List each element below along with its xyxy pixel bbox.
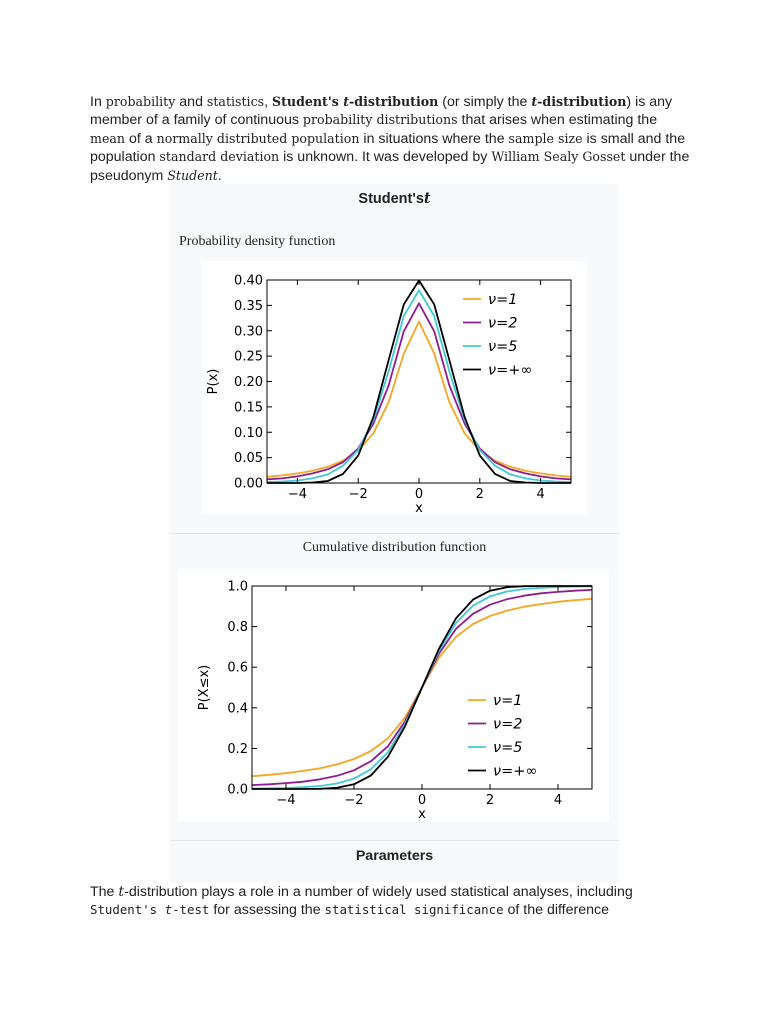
link-statistical-significance[interactable]: statistical significance [324, 902, 504, 918]
y-tick-label: 0.05 [234, 451, 263, 466]
y-tick-label: 0.6 [227, 661, 248, 676]
link-students-t-test-suffix[interactable]: -test [172, 902, 210, 918]
plot-frame [266, 279, 572, 484]
x-tick-label: 2 [486, 793, 494, 808]
x-axis-label: x [415, 501, 423, 514]
text: In [90, 94, 106, 110]
bold-term: -distribution [349, 94, 439, 109]
y-tick-label: 0.2 [227, 742, 248, 757]
link-mean[interactable]: mean [90, 130, 126, 146]
link-normally-distributed-population[interactable]: normally distributed population [156, 130, 360, 146]
y-tick-label: 0.15 [234, 400, 263, 415]
link-standard-deviation[interactable]: standard deviation [159, 149, 280, 165]
y-tick-label: 0.0 [227, 783, 248, 798]
x-tick-label: 4 [536, 487, 544, 502]
text: . [217, 167, 222, 184]
y-tick-label: 0.25 [234, 350, 263, 365]
text: is small and the population [90, 130, 686, 166]
legend-label: ν=2 [493, 717, 522, 733]
cdf-chart-panel: 0.0 0.2 0.4 0.6 0.8 1.0 −4 −2 0 2 4 x P(X≤x) ν=1 ν=2 ν=… [178, 569, 609, 822]
bold-term-var: t [531, 94, 538, 109]
pdf-chart-panel: 0.00 0.05 0.10 0.15 0.20 0.25 0.30 0.35 0.40 −4 −2… [201, 261, 587, 516]
infobox-title: Student'st [170, 190, 619, 207]
x-tick-label: −4 [288, 487, 307, 502]
pdf-heading: Probability density function [179, 234, 336, 249]
y-tick-label: 0.8 [227, 620, 248, 635]
text: -distribution plays a role in a number o… [124, 884, 633, 900]
legend-label: ν=+∞ [488, 363, 532, 379]
outro-paragraph: The t-distribution plays a role in a num… [90, 883, 650, 920]
link-students-t-test-var[interactable]: t [164, 902, 173, 918]
parameters-heading: Parameters [355, 848, 434, 864]
text: ) is any member of a family of continuou… [90, 94, 673, 129]
text: of a [125, 130, 157, 147]
legend-label: ν=5 [493, 740, 522, 756]
intro-paragraph: In probability and statistics, Student's… [90, 93, 690, 185]
divider [170, 533, 619, 534]
x-tick-label: −2 [344, 793, 363, 808]
x-tick-label: 0 [418, 793, 426, 808]
legend-label: ν=2 [488, 316, 517, 332]
x-tick-label: 2 [476, 487, 484, 502]
text: of the difference [503, 902, 610, 919]
link-sample-size[interactable]: sample size [508, 130, 583, 146]
bold-term-var: t [343, 94, 350, 109]
text: and [175, 94, 207, 110]
y-tick-label: 0.00 [234, 477, 263, 492]
series-line-nuinf [252, 585, 592, 790]
divider [170, 840, 619, 841]
y-tick-label: 0.4 [227, 701, 248, 716]
text: , [264, 94, 272, 110]
series-line-nu1 [266, 320, 572, 478]
link-probability-distributions[interactable]: probability distributions [302, 112, 458, 128]
x-axis-label: x [418, 807, 426, 821]
legend-label: ν=1 [493, 693, 522, 709]
pdf-chart: 0.00 0.05 0.10 0.15 0.20 0.25 0.30 0.35 0.40 −4 −2… [206, 274, 572, 516]
y-tick-label: 0.10 [234, 426, 263, 441]
series-line-nu2 [266, 302, 572, 481]
series-line-nu5 [266, 289, 572, 483]
text: The [90, 884, 119, 900]
legend-label: ν=1 [488, 292, 517, 308]
legend-label: ν=+∞ [493, 764, 537, 780]
bold-term: Student's [272, 94, 344, 109]
x-tick-label: 4 [554, 793, 562, 808]
y-tick-label: 0.30 [234, 324, 263, 339]
link-william-sealy-gosset[interactable]: William Sealy Gosset [491, 149, 626, 165]
bold-term: -distribution [537, 94, 627, 109]
title-prefix: Student's [358, 191, 424, 207]
text: (or simply the [438, 94, 532, 110]
t-variable: t [118, 884, 125, 900]
title-variable: t [423, 190, 431, 207]
x-tick-label: −4 [276, 793, 295, 808]
cdf-heading: Cumulative distribution function [302, 540, 487, 555]
y-tick-label: 0.35 [234, 299, 263, 314]
link-probability[interactable]: probability [105, 94, 176, 109]
y-axis-label: P(X≤x) [197, 665, 212, 710]
text: is unknown. It was developed by [279, 149, 492, 166]
y-tick-label: 1.0 [227, 580, 248, 595]
pseudonym: Student [167, 167, 218, 183]
text: under the pseudonym [90, 149, 690, 184]
text: in situations where the [359, 130, 509, 147]
y-tick-label: 0.40 [234, 274, 263, 289]
series-line-nuinf [267, 279, 571, 484]
link-statistics[interactable]: statistics [206, 94, 265, 109]
text: for assessing the [209, 902, 325, 919]
legend-label: ν=5 [488, 339, 517, 355]
x-tick-label: −2 [349, 487, 368, 502]
y-axis-label: P(x) [206, 369, 221, 395]
text: that arises when estimating the [457, 112, 658, 129]
infobox: Student'st Probability density function … [170, 184, 619, 882]
link-students-t-test[interactable]: Student's [90, 902, 165, 918]
y-tick-label: 0.20 [234, 375, 263, 390]
x-tick-label: 0 [415, 487, 423, 502]
cdf-chart: 0.0 0.2 0.4 0.6 0.8 1.0 −4 −2 0 2 4 x P(X≤x) ν=1 ν=2 ν=… [197, 580, 593, 822]
